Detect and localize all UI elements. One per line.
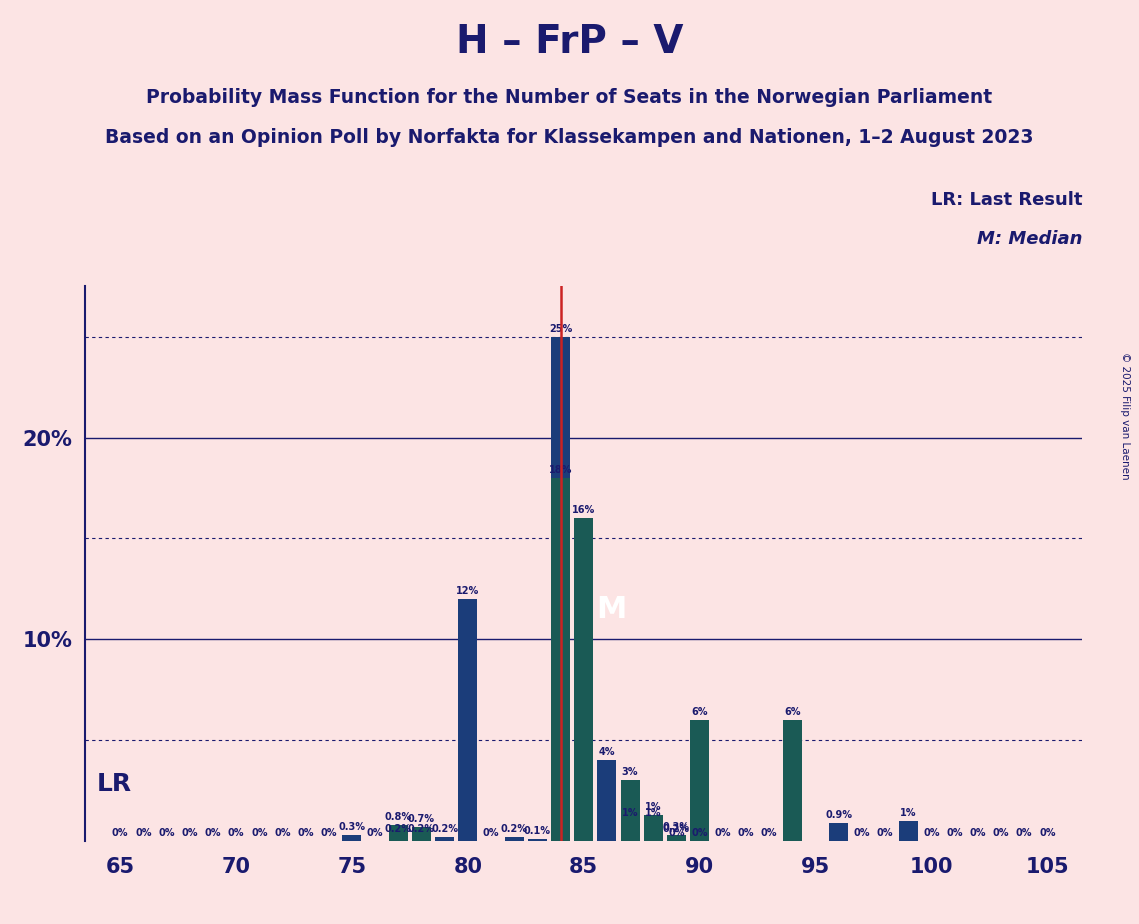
Text: 0.3%: 0.3% xyxy=(663,821,690,832)
Text: 0%: 0% xyxy=(714,828,731,838)
Text: 0%: 0% xyxy=(251,828,268,838)
Text: 12%: 12% xyxy=(457,586,480,596)
Text: 0%: 0% xyxy=(112,828,129,838)
Text: 0%: 0% xyxy=(158,828,174,838)
Bar xyxy=(598,760,616,841)
Text: LR: Last Result: LR: Last Result xyxy=(931,191,1082,209)
Text: 0%: 0% xyxy=(297,828,314,838)
Bar xyxy=(551,337,570,841)
Bar xyxy=(551,478,570,841)
Text: 0%: 0% xyxy=(1016,828,1032,838)
Bar xyxy=(412,837,431,841)
Text: 0.2%: 0.2% xyxy=(385,824,412,833)
Bar xyxy=(458,599,477,841)
Text: 3%: 3% xyxy=(622,767,638,777)
Bar xyxy=(667,834,686,841)
Text: 1%: 1% xyxy=(645,802,662,811)
Bar xyxy=(667,837,686,841)
Text: 0.2%: 0.2% xyxy=(663,824,690,833)
Text: Probability Mass Function for the Number of Seats in the Norwegian Parliament: Probability Mass Function for the Number… xyxy=(147,88,992,107)
Text: 0%: 0% xyxy=(947,828,962,838)
Text: 0.7%: 0.7% xyxy=(408,814,435,823)
Text: 0%: 0% xyxy=(853,828,870,838)
Text: 0.1%: 0.1% xyxy=(524,826,551,836)
Text: 0%: 0% xyxy=(993,828,1009,838)
Text: 1%: 1% xyxy=(622,808,638,818)
Text: 1%: 1% xyxy=(900,808,917,818)
Bar xyxy=(644,815,663,841)
Text: 0%: 0% xyxy=(738,828,754,838)
Bar xyxy=(412,827,431,841)
Bar xyxy=(829,822,849,841)
Bar xyxy=(690,720,710,841)
Text: 0%: 0% xyxy=(483,828,499,838)
Text: 0%: 0% xyxy=(367,828,384,838)
Bar xyxy=(899,821,918,841)
Text: M: Median: M: Median xyxy=(976,230,1082,248)
Text: 1%: 1% xyxy=(645,808,662,818)
Text: 0%: 0% xyxy=(1039,828,1056,838)
Text: 25%: 25% xyxy=(549,323,572,334)
Bar xyxy=(505,837,524,841)
Bar xyxy=(574,518,593,841)
Text: 0.2%: 0.2% xyxy=(408,824,435,833)
Bar xyxy=(621,821,640,841)
Bar xyxy=(388,825,408,841)
Bar xyxy=(644,821,663,841)
Bar xyxy=(527,839,547,841)
Text: M: M xyxy=(597,594,626,624)
Text: 0%: 0% xyxy=(669,828,685,838)
Text: 0%: 0% xyxy=(136,828,151,838)
Text: 0%: 0% xyxy=(877,828,893,838)
Bar xyxy=(343,834,361,841)
Text: 0%: 0% xyxy=(691,828,707,838)
Text: © 2025 Filip van Laenen: © 2025 Filip van Laenen xyxy=(1121,352,1130,480)
Text: 0%: 0% xyxy=(320,828,337,838)
Text: 0.2%: 0.2% xyxy=(432,824,458,833)
Text: 6%: 6% xyxy=(691,707,707,717)
Text: LR: LR xyxy=(97,772,132,796)
Text: H – FrP – V: H – FrP – V xyxy=(456,23,683,61)
Text: 0%: 0% xyxy=(923,828,940,838)
Text: 0.3%: 0.3% xyxy=(338,821,366,832)
Text: 4%: 4% xyxy=(599,748,615,757)
Text: 0.8%: 0.8% xyxy=(385,811,412,821)
Text: 0.9%: 0.9% xyxy=(825,809,852,820)
Text: 0%: 0% xyxy=(228,828,245,838)
Text: 0%: 0% xyxy=(181,828,198,838)
Text: 18%: 18% xyxy=(549,465,572,475)
Bar xyxy=(621,781,640,841)
Text: 6%: 6% xyxy=(784,707,801,717)
Bar xyxy=(782,720,802,841)
Bar xyxy=(388,837,408,841)
Text: 0%: 0% xyxy=(274,828,290,838)
Bar xyxy=(435,837,454,841)
Text: 16%: 16% xyxy=(572,505,596,516)
Text: 0%: 0% xyxy=(969,828,986,838)
Text: 0%: 0% xyxy=(205,828,221,838)
Text: 0.2%: 0.2% xyxy=(501,824,527,833)
Text: Based on an Opinion Poll by Norfakta for Klassekampen and Nationen, 1–2 August 2: Based on an Opinion Poll by Norfakta for… xyxy=(105,128,1034,147)
Text: 0%: 0% xyxy=(761,828,778,838)
